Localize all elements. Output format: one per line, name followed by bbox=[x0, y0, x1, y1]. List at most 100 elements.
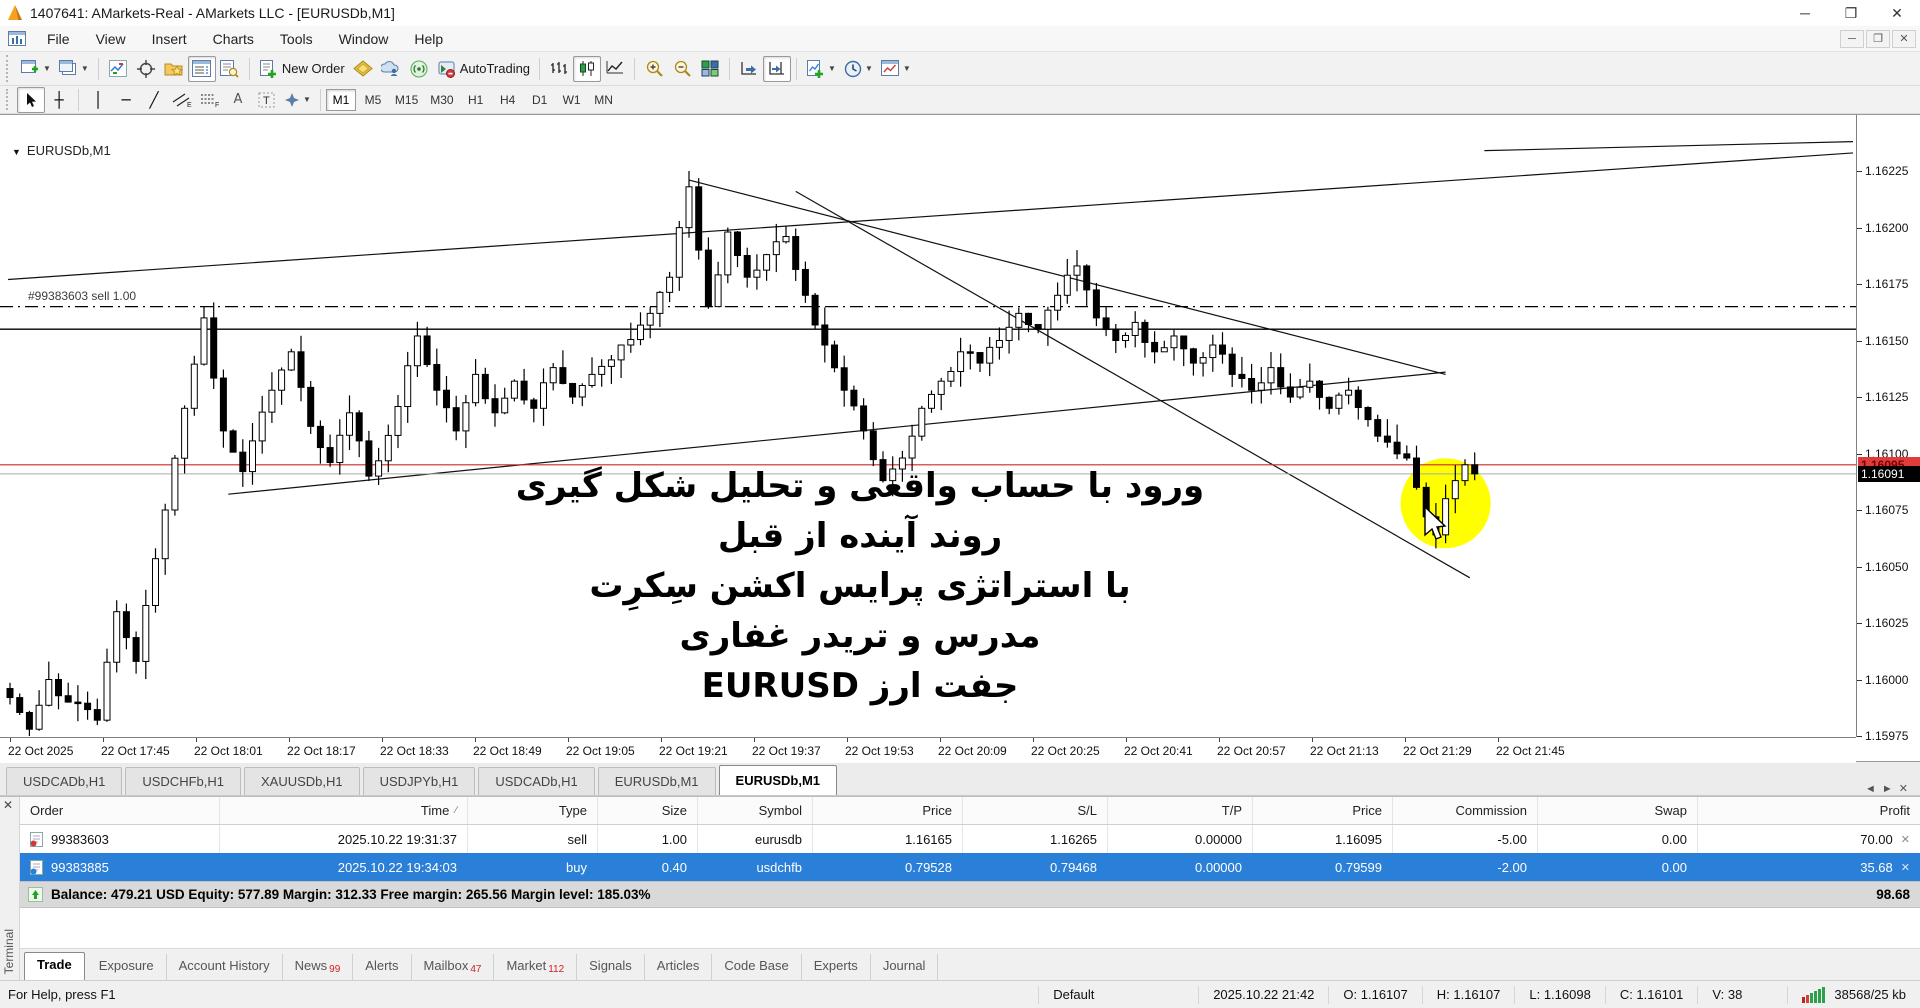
chart-tab-usdcadb-h1[interactable]: USDCADb,H1 bbox=[6, 767, 123, 795]
price-axis[interactable]: 1.16225 1.16200 1.16175 1.16150 1.16125 1.161… bbox=[1856, 115, 1920, 743]
strategy-tester-button[interactable] bbox=[377, 56, 405, 82]
zoom-out-button[interactable] bbox=[668, 56, 696, 82]
menu-item-tools[interactable]: Tools bbox=[279, 30, 313, 47]
menu-item-window[interactable]: Window bbox=[338, 30, 389, 47]
order-row-99383885[interactable]: 99383885 2025.10.22 19:34:03 buy 0.40 usdchf… bbox=[20, 853, 1920, 881]
timeframe-m5[interactable]: M5 bbox=[364, 92, 382, 107]
chart-tab-usdjpyb-h1[interactable]: USDJPYb,H1 bbox=[362, 767, 476, 795]
new-order-button[interactable]: New Order bbox=[255, 56, 349, 82]
terminal-tab-news[interactable]: News 99 bbox=[283, 954, 354, 980]
data-window-button[interactable] bbox=[216, 56, 244, 82]
timeframe-d1[interactable]: D1 bbox=[531, 92, 548, 107]
column-header-size[interactable]: Size bbox=[598, 797, 698, 824]
terminal-tab-articles[interactable]: Articles bbox=[645, 954, 713, 980]
time-axis[interactable]: 22 Oct 2025 22 Oct 17:45 22 Oct 18:01 22 Oc… bbox=[0, 737, 1856, 763]
timeframe-h1[interactable]: H1 bbox=[467, 92, 484, 107]
tick-chart-button[interactable] bbox=[104, 56, 132, 82]
arrow-objects-button[interactable]: ▼ bbox=[280, 87, 315, 113]
menu-item-help[interactable]: Help bbox=[414, 30, 444, 47]
child-minimize-button[interactable]: ─ bbox=[1840, 29, 1864, 48]
status-profile[interactable]: Default bbox=[1038, 985, 1198, 1004]
candlestick-chart[interactable] bbox=[0, 115, 1856, 737]
timeframe-m1[interactable]: M1 bbox=[325, 88, 356, 111]
timeframe-h4[interactable]: H4 bbox=[499, 92, 516, 107]
terminal-tab-trade[interactable]: Trade bbox=[24, 952, 85, 980]
chart-tab-usdchfb-h1[interactable]: USDCHFb,H1 bbox=[125, 767, 241, 795]
child-close-button[interactable]: ✕ bbox=[1892, 29, 1916, 48]
tile-windows-button[interactable] bbox=[696, 56, 724, 82]
favorites-button[interactable] bbox=[160, 56, 188, 82]
chart-tab-eurusdb-m1[interactable]: EURUSDb,M1 bbox=[718, 765, 838, 795]
bar-chart-button[interactable] bbox=[545, 56, 573, 82]
column-header-swap[interactable]: Swap bbox=[1538, 797, 1698, 824]
terminal-tab-exposure[interactable]: Exposure bbox=[87, 954, 167, 980]
zoom-in-button[interactable] bbox=[640, 56, 668, 82]
terminal-tab-account-history[interactable]: Account History bbox=[167, 954, 283, 980]
new-chart-button[interactable]: ▼ bbox=[17, 56, 55, 82]
vertical-line-button[interactable]: │ bbox=[93, 90, 103, 109]
menu-item-charts[interactable]: Charts bbox=[212, 30, 254, 47]
menu-item-view[interactable]: View bbox=[95, 30, 126, 47]
column-header-profit[interactable]: Profit bbox=[1698, 797, 1920, 824]
close-position-icon[interactable]: ✕ bbox=[1900, 861, 1910, 874]
menu-item-file[interactable]: File bbox=[47, 30, 70, 47]
restore-button[interactable]: ❐ bbox=[1844, 4, 1858, 21]
text-label-button[interactable]: T bbox=[252, 87, 280, 113]
child-restore-button[interactable]: ❐ bbox=[1866, 29, 1890, 48]
templates-button[interactable]: ▼ bbox=[877, 56, 915, 82]
close-position-icon[interactable]: ✕ bbox=[1900, 833, 1910, 846]
candlestick-chart-button[interactable] bbox=[573, 55, 602, 82]
minimize-button[interactable]: ─ bbox=[1800, 5, 1810, 21]
tab-scroll-left-icon[interactable]: ◄ bbox=[1865, 782, 1876, 795]
column-header-symbol[interactable]: Symbol bbox=[698, 797, 813, 824]
terminal-close-icon[interactable]: ✕ bbox=[3, 798, 14, 812]
chart-area[interactable]: ▼ EURUSDb,M1 #99383603 sell 1.00 ورود با … bbox=[0, 114, 1920, 763]
chart-symbol-label[interactable]: ▼ EURUSDb,M1 bbox=[12, 143, 111, 158]
horizontal-line-button[interactable]: ─ bbox=[121, 90, 131, 109]
metaeditor-button[interactable] bbox=[349, 56, 377, 82]
autotrading-button[interactable]: AutoTrading bbox=[433, 56, 534, 82]
timeframe-m30[interactable]: M30 bbox=[430, 92, 454, 107]
timeframe-mn[interactable]: MN bbox=[594, 92, 613, 107]
trendline-button[interactable]: ╱ bbox=[149, 90, 159, 109]
cursor-button[interactable] bbox=[17, 86, 45, 113]
column-header-time[interactable]: Time ∕ bbox=[220, 797, 468, 824]
orders-table-header[interactable]: Order Time ∕ Type Size Symbol Price S/L T/P Price… bbox=[20, 797, 1920, 825]
column-header-price[interactable]: Price bbox=[1253, 797, 1393, 824]
tab-scroll-right-icon[interactable]: ► bbox=[1881, 782, 1893, 795]
periods-button[interactable]: ▼ bbox=[840, 56, 877, 82]
column-header-price[interactable]: Price bbox=[813, 797, 963, 824]
column-header-order[interactable]: Order bbox=[20, 797, 220, 824]
line-chart-button[interactable] bbox=[601, 56, 629, 82]
crosshair-button[interactable]: ┼ bbox=[54, 90, 64, 109]
menu-item-insert[interactable]: Insert bbox=[151, 30, 187, 47]
chart-tab-usdcadb-h1[interactable]: USDCADb,H1 bbox=[478, 767, 595, 795]
timeframe-m15[interactable]: M15 bbox=[394, 92, 419, 107]
column-header-commission[interactable]: Commission bbox=[1393, 797, 1538, 824]
market-watch-button[interactable] bbox=[187, 55, 216, 82]
profiles-button[interactable]: ▼ bbox=[55, 56, 93, 82]
chart-tab-eurusdb-m1[interactable]: EURUSDb,M1 bbox=[597, 767, 716, 795]
chart-tab-xauusdb-h1[interactable]: XAUUSDb,H1 bbox=[243, 767, 360, 795]
auto-scroll-button[interactable] bbox=[735, 56, 763, 82]
terminal-tab-code-base[interactable]: Code Base bbox=[712, 954, 802, 980]
close-button[interactable]: ✕ bbox=[1891, 4, 1903, 21]
crosshair-target-button[interactable] bbox=[132, 56, 160, 82]
text-button[interactable]: A bbox=[233, 92, 243, 107]
column-header-tp[interactable]: T/P bbox=[1108, 797, 1253, 824]
order-row-99383603[interactable]: 99383603 2025.10.22 19:31:37 sell 1.00 eurus… bbox=[20, 825, 1920, 853]
fibonacci-button[interactable]: F bbox=[196, 87, 224, 113]
terminal-tab-signals[interactable]: Signals bbox=[577, 954, 645, 980]
timeframe-w1[interactable]: W1 bbox=[562, 92, 581, 107]
terminal-tab-market[interactable]: Market 112 bbox=[494, 954, 578, 980]
terminal-tab-mailbox[interactable]: Mailbox 47 bbox=[412, 954, 495, 980]
chart-shift-button[interactable] bbox=[763, 55, 792, 82]
column-header-type[interactable]: Type bbox=[468, 797, 598, 824]
terminal-tab-experts[interactable]: Experts bbox=[802, 954, 871, 980]
signals-button[interactable] bbox=[405, 56, 433, 82]
terminal-tab-journal[interactable]: Journal bbox=[871, 954, 939, 980]
terminal-tab-alerts[interactable]: Alerts bbox=[353, 954, 412, 980]
tab-close-icon[interactable]: ✕ bbox=[1898, 783, 1908, 795]
equidistant-channel-button[interactable]: E bbox=[168, 87, 196, 113]
column-header-sl[interactable]: S/L bbox=[963, 797, 1108, 824]
